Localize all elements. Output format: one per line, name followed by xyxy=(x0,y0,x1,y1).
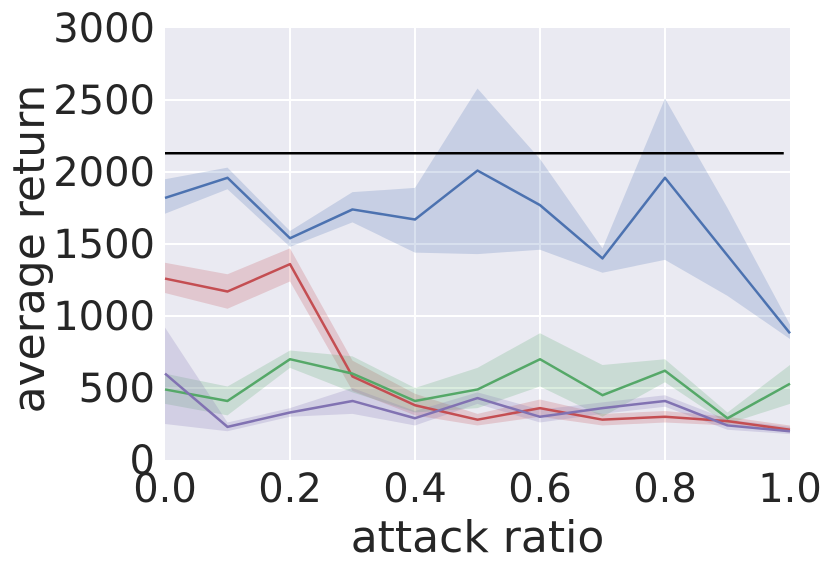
x-tick-label: 0.0 xyxy=(133,466,197,512)
y-tick-label: 1000 xyxy=(53,294,155,340)
x-tick-label: 0.2 xyxy=(258,466,322,512)
x-tick-label: 0.6 xyxy=(508,466,572,512)
series-line xyxy=(164,262,791,431)
series-line xyxy=(164,357,791,420)
y-tick-label: 1500 xyxy=(53,222,155,268)
confidence-band xyxy=(165,333,790,424)
y-tick-labels: 0 500 1000 1500 2000 2500 3000 xyxy=(53,6,155,484)
y-tick-label: 3000 xyxy=(53,6,155,52)
y-tick-label: 2500 xyxy=(53,78,155,124)
x-tick-label: 0.4 xyxy=(383,466,447,512)
y-axis-label: average return xyxy=(4,85,55,414)
y-tick-label: 2000 xyxy=(53,150,155,196)
series-lines xyxy=(164,169,791,433)
x-axis-label: attack ratio xyxy=(351,512,605,563)
x-tick-labels: 0.0 0.2 0.4 0.6 0.8 1.0 xyxy=(133,466,822,512)
x-tick-label: 0.8 xyxy=(633,466,697,512)
y-tick-label: 0 xyxy=(130,438,155,484)
grid-lines xyxy=(165,28,790,460)
x-tick-label: 1.0 xyxy=(758,466,822,512)
y-tick-label: 500 xyxy=(79,366,155,412)
confidence-band xyxy=(165,88,790,340)
series-line xyxy=(164,169,791,335)
series-line xyxy=(164,372,791,433)
